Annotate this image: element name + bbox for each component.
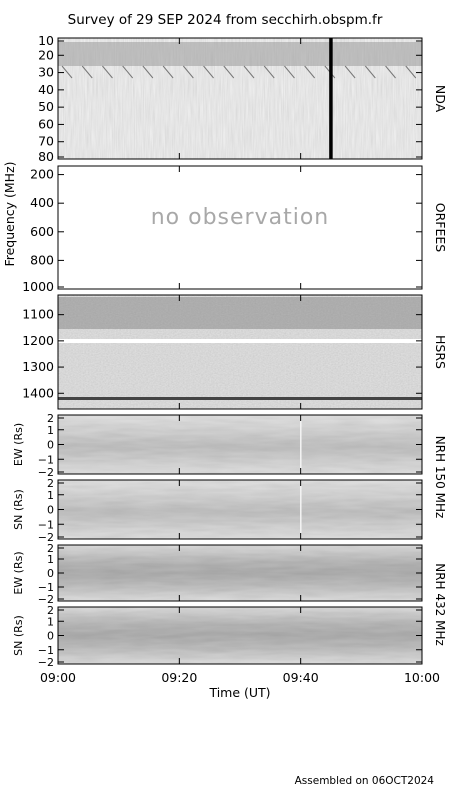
nrh-label: NRH 432 MHz: [433, 563, 447, 646]
instrument-label: NDA: [433, 85, 448, 113]
y-tick-label: 1: [47, 553, 54, 566]
y-tick-label: 2: [47, 604, 54, 617]
panel-ylabel: EW (Rs): [12, 423, 25, 466]
x-tick-label: 10:00: [404, 670, 440, 685]
nda-drift-streak: [61, 65, 73, 79]
nrh432sn-noise: [58, 607, 422, 664]
y-tick-label: 600: [30, 224, 54, 239]
no-observation-label: no observation: [151, 205, 330, 230]
nda-burst-line: [329, 38, 333, 159]
y-tick-label: 2: [47, 477, 54, 490]
y-tick-label: 40: [38, 82, 54, 97]
assembled-footer: Assembled on 06OCT2024: [295, 775, 435, 787]
nda-dark-band: [58, 42, 422, 66]
nda-drift-streak: [142, 65, 154, 79]
y-tick-label: 1200: [22, 333, 54, 348]
y-tick-label: 1: [47, 489, 54, 502]
y-tick-label: 1100: [22, 307, 54, 322]
y-tick-label: 1: [47, 424, 54, 437]
x-tick-label: 09:20: [161, 670, 197, 685]
panel-ylabel: SN (Rs): [12, 489, 25, 530]
y-tick-label: −1: [38, 453, 54, 466]
y-tick-label: 2: [47, 412, 54, 425]
y-tick-label: 50: [38, 99, 54, 114]
nda-drift-streak: [102, 65, 113, 79]
x-axis-label: Time (UT): [208, 685, 270, 700]
y-tick-label: −2: [38, 531, 54, 544]
hsrs-white-band: [58, 339, 422, 343]
panel-ylabel: SN (Rs): [12, 615, 25, 656]
panel-ylabel: EW (Rs): [12, 551, 25, 594]
panel-hsrs: 1100 1200 1300 1400 HSRS: [22, 294, 448, 410]
nda-drift-streak: [385, 65, 396, 79]
y-tick-label: 0: [47, 439, 54, 452]
panel-nrh150ew: 21 0−1−2 EW (Rs): [12, 412, 423, 479]
instrument-label: HSRS: [433, 335, 448, 369]
nda-drift-streak: [203, 65, 214, 79]
y-tick-label: 400: [30, 195, 54, 210]
panel-frame: [57, 294, 423, 410]
y-tick-label: 1: [47, 615, 54, 628]
y-tick-label: −1: [38, 581, 54, 594]
chart-title: Survey of 29 SEP 2024 from secchirh.obsp…: [68, 12, 383, 28]
panel-frame: [57, 165, 423, 290]
panel-nrh150sn: 21 0−1−2 SN (Rs): [12, 477, 423, 544]
y-tick-label: 800: [30, 252, 54, 267]
panel-nrh432sn: 21 0−1−2 SN (Rs): [12, 604, 423, 669]
nda-drift-streak: [122, 65, 134, 79]
y-tick-label: 10: [38, 33, 54, 48]
nda-drift-streak: [344, 65, 356, 79]
y-tick-label: 1000: [22, 279, 54, 294]
orfees-background: [58, 166, 422, 289]
y-tick-label: −2: [38, 593, 54, 606]
y-tick-label: 200: [30, 167, 54, 182]
nrh-label: NRH 150 MHz: [433, 436, 447, 519]
hsrs-noise: [58, 295, 422, 409]
nda-drift-streak: [81, 65, 93, 79]
nda-drift-streak: [223, 65, 235, 79]
instrument-label: ORFEES: [433, 203, 448, 253]
nda-drift-streak: [243, 65, 255, 79]
nda-drift-streak: [405, 65, 417, 79]
y-tick-label: −2: [38, 466, 54, 479]
nda-drift-streak: [182, 65, 194, 79]
hsrs-top-band: [58, 297, 422, 329]
y-tick-label: 80: [38, 149, 54, 164]
y-tick-label: −1: [38, 644, 54, 657]
panel-orfees: no observation 200 400 600 800 1000 ORFEES: [22, 165, 448, 294]
nrh150sn-noise: [58, 480, 422, 539]
y-tick-label: 70: [38, 134, 54, 149]
nda-drift-streak: [284, 65, 295, 79]
y-tick-label: −1: [38, 518, 54, 531]
nrh432ew-noise: [58, 545, 422, 601]
y-tick-label: 2: [47, 542, 54, 555]
frequency-axis-label: Frequency (MHz): [2, 161, 17, 266]
y-tick-label: 1300: [22, 359, 54, 374]
y-tick-label: 0: [47, 630, 54, 643]
panel-frame: [57, 37, 423, 160]
nda-drift-streak: [304, 65, 316, 79]
nrh150ew-noise: [58, 415, 422, 474]
y-tick-label: 0: [47, 567, 54, 580]
y-tick-label: 30: [38, 65, 54, 80]
x-tick-label: 09:00: [40, 670, 76, 685]
x-tick-label: 09:40: [283, 670, 319, 685]
y-tick-label: 0: [47, 504, 54, 517]
y-tick-label: 1400: [22, 385, 54, 400]
y-tick-label: −2: [38, 656, 54, 669]
nda-drift-streak: [162, 65, 174, 79]
nda-drift-streak: [263, 65, 275, 79]
y-tick-label: 60: [38, 116, 54, 131]
nda-drift-streak: [364, 65, 376, 79]
y-tick-label: 20: [38, 47, 54, 62]
hsrs-bottom-band: [58, 397, 422, 400]
panel-nrh432ew: 210−1−2 EW (Rs): [12, 542, 423, 606]
